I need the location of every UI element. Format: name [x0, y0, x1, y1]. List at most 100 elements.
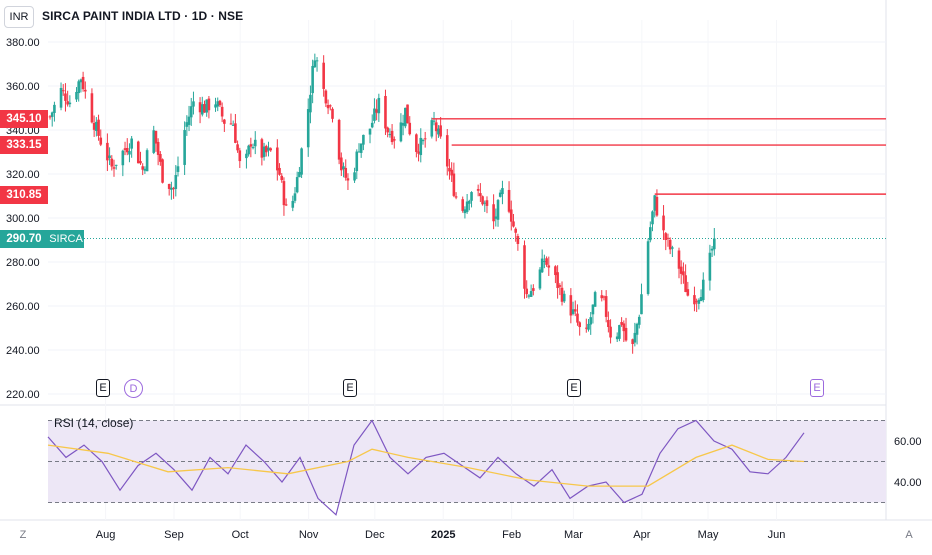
candle-body [476, 189, 480, 191]
candle-body [355, 151, 359, 172]
chart-title: SIRCA PAINT INDIA LTD · 1D · NSE [42, 9, 244, 23]
candle-body [205, 99, 208, 113]
candle-body [640, 294, 643, 315]
rsi-title: RSI (14, close) [54, 416, 134, 430]
candle-body [624, 327, 628, 341]
rsi-band [48, 420, 886, 503]
candle-body [470, 192, 473, 201]
candle-body [143, 168, 147, 171]
candle-body [578, 322, 581, 328]
candle-body [125, 147, 129, 153]
candle-body [110, 158, 114, 167]
candle-body [229, 123, 233, 125]
candle-body [251, 147, 255, 149]
candle-body [525, 288, 529, 295]
candle-body [399, 122, 403, 142]
candle-body [432, 120, 436, 122]
time-tick-label: Apr [633, 529, 650, 541]
time-tick-label: Feb [502, 529, 521, 541]
candle-body [123, 148, 127, 150]
candle-body [512, 221, 515, 227]
candle-body [543, 261, 546, 263]
candle-body [370, 122, 374, 128]
candle-body [494, 216, 498, 219]
candle-body [203, 104, 206, 113]
candle-body [554, 266, 557, 276]
candle-body [112, 167, 116, 169]
candle-body [547, 265, 551, 268]
candle-body [81, 76, 85, 90]
level-label-333: 333.15 [0, 136, 48, 154]
candle-body [66, 101, 69, 105]
candle-body [514, 228, 517, 233]
candle-body [609, 326, 612, 338]
candle-body [189, 106, 193, 118]
earnings-marker-upcoming[interactable]: E [810, 379, 824, 397]
candle-body [264, 146, 268, 153]
candle-body [545, 258, 548, 265]
candle-body [298, 172, 301, 178]
candle-body [589, 317, 593, 325]
earnings-marker[interactable]: E [567, 379, 581, 397]
candle-body [278, 167, 281, 175]
candle-body [90, 93, 94, 123]
candle-body [331, 108, 334, 119]
earnings-marker[interactable]: E [343, 379, 357, 397]
price-tick-label: 220.00 [6, 389, 40, 401]
candle-body [556, 272, 559, 289]
candle-body [693, 295, 696, 305]
candle-body [649, 227, 652, 241]
candle-body [662, 215, 665, 231]
candle-body [267, 147, 270, 151]
candle-body [172, 188, 175, 190]
candle-body [61, 90, 65, 92]
candle-body [465, 201, 469, 212]
symbol-tag: SIRCA [48, 230, 84, 248]
candle-body [576, 313, 579, 323]
candle-body [573, 309, 577, 312]
currency-button[interactable]: INR [4, 6, 34, 28]
auto-scale-button[interactable]: A [905, 529, 913, 541]
candle-body [423, 138, 427, 140]
candle-body [293, 193, 297, 201]
time-tick-label: Dec [365, 529, 385, 541]
rsi-line [47, 419, 805, 516]
candle-body [697, 299, 701, 304]
candle-body [269, 148, 272, 151]
candle-body [587, 323, 590, 330]
candle-body [99, 137, 103, 145]
earnings-marker[interactable]: E [96, 379, 110, 397]
candle-body [282, 181, 286, 206]
candle-body [392, 139, 396, 141]
candle-body [161, 159, 164, 183]
candle-body [682, 271, 685, 276]
candle-body [417, 151, 420, 154]
timezone-button[interactable]: Z [19, 529, 27, 541]
candle-body [496, 200, 500, 220]
candle-body [139, 161, 142, 164]
candle-body [498, 192, 502, 197]
candle-body [276, 147, 279, 171]
candle-body [368, 128, 372, 135]
candle-body [434, 122, 438, 132]
candle-body [631, 339, 634, 345]
candle-body [324, 90, 328, 104]
candle-body [95, 121, 98, 131]
candle-body [313, 60, 317, 68]
dividend-marker[interactable]: D [124, 379, 143, 398]
candle-body [651, 211, 654, 225]
candle-body [159, 154, 162, 162]
candle-body [695, 301, 698, 303]
candle-body [315, 60, 319, 62]
price-tick-label: 360.00 [6, 81, 40, 93]
candle-body [185, 122, 189, 127]
candle-body [362, 134, 365, 145]
candle-body [569, 295, 573, 316]
candle-body [679, 266, 683, 274]
candle-body [328, 105, 332, 107]
candle-body [485, 200, 489, 206]
candle-body [342, 166, 345, 170]
candle-body [655, 196, 659, 216]
